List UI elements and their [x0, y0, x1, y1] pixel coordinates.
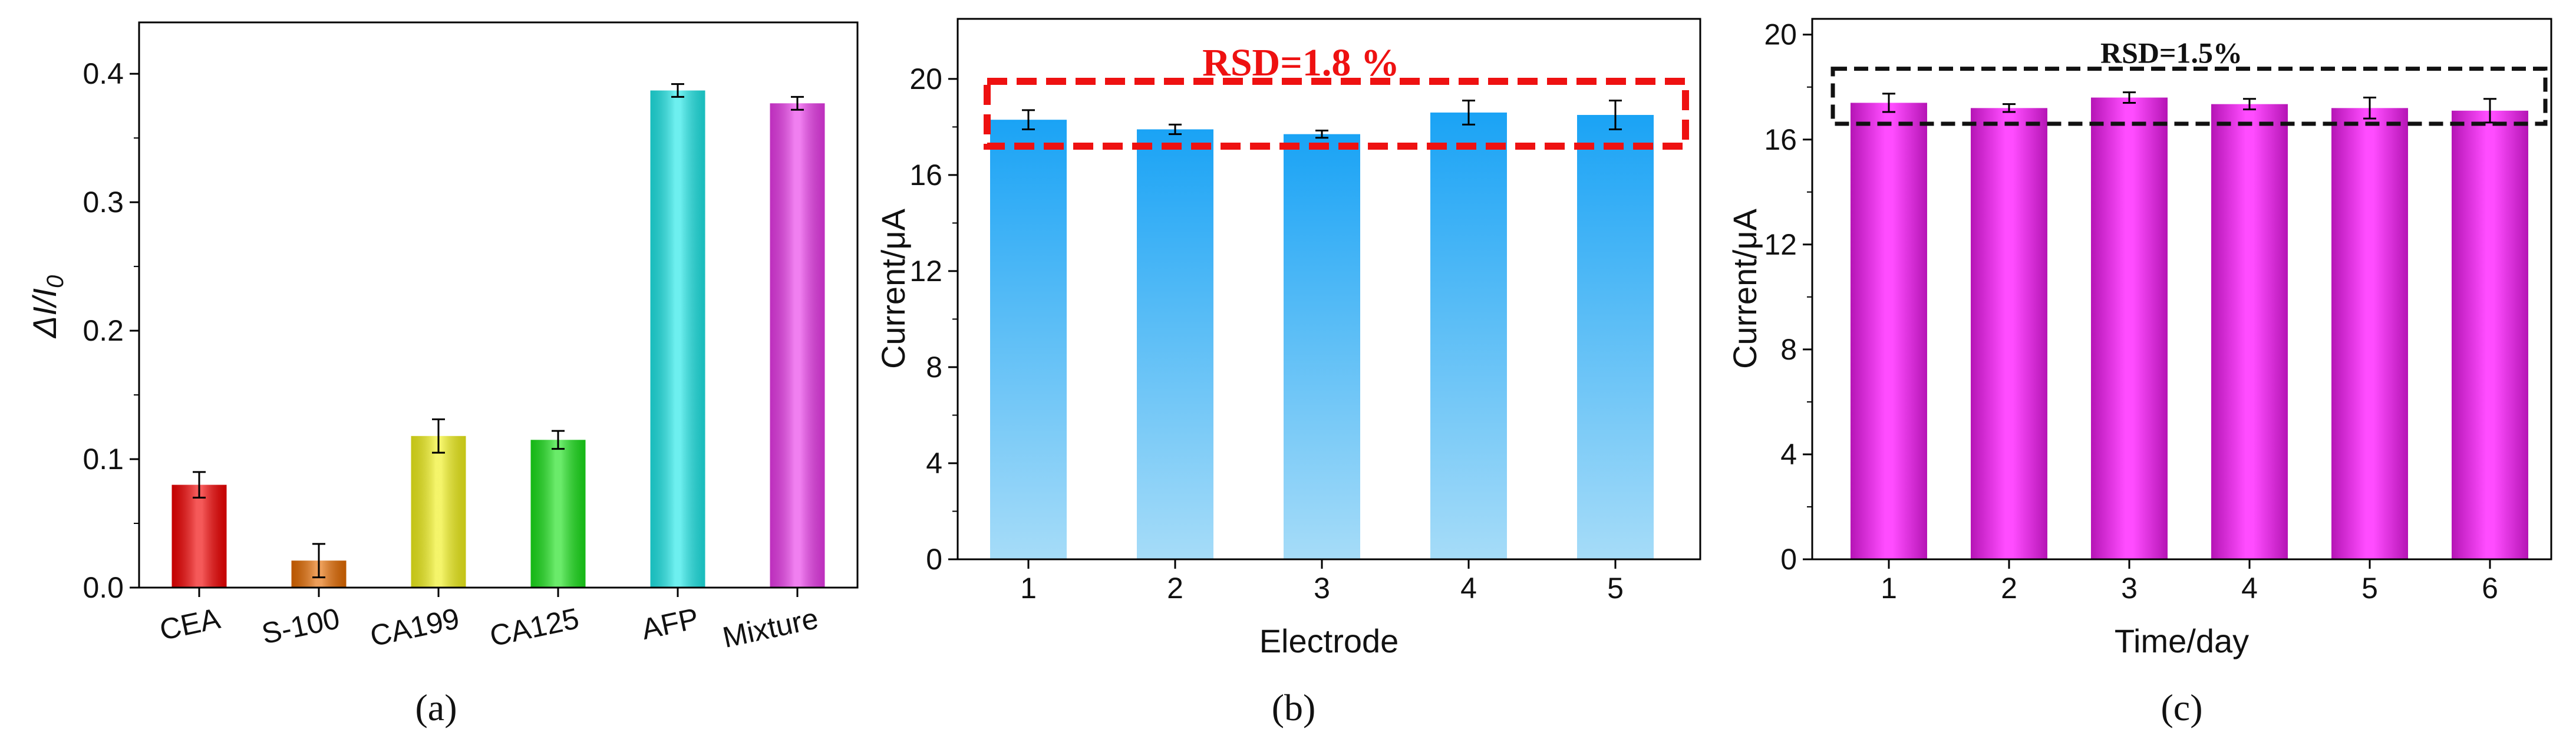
a-x-tick-label-5: AFP — [639, 602, 702, 646]
a-ylabel: ΔI/I0 — [26, 275, 68, 339]
a-x-tick-label-6: Mixture — [720, 602, 821, 654]
c-x-tick-label-6: 6 — [2482, 572, 2498, 605]
b-bar-1 — [990, 120, 1067, 559]
b-bars — [990, 112, 1654, 560]
b-y-ticks: 0 4 8 12 16 20 — [909, 62, 958, 576]
c-bar-5 — [2331, 108, 2408, 560]
c-y-tick-label-6: 20 — [1764, 18, 1797, 51]
c-x-tick-label-5: 5 — [2361, 572, 2378, 605]
c-xlabel: Time/day — [2115, 622, 2249, 659]
c-bar-6 — [2452, 110, 2528, 559]
c-bar-4 — [2211, 104, 2288, 559]
c-bars — [1851, 97, 2528, 560]
c-ylabel: Current/μA — [1726, 208, 1763, 369]
a-y-tick-label-2: 0.1 — [83, 443, 124, 476]
a-x-tick-label-1: CEA — [157, 602, 223, 647]
b-xlabel: Electrode — [1259, 622, 1399, 659]
a-y-tick-label-1: 0.0 — [83, 571, 124, 604]
b-plot-frame — [956, 18, 1701, 560]
c-x-tick-label-2: 2 — [2001, 572, 2017, 605]
a-x-tick-label-3: CA199 — [367, 602, 462, 653]
b-panel-label: (b) — [1272, 687, 1316, 728]
a-error-bars — [193, 83, 804, 579]
b-x-tick-label-5: 5 — [1607, 572, 1624, 605]
b-ylabel: Current/μA — [875, 208, 912, 369]
c-x-tick-label-1: 1 — [1881, 572, 1897, 605]
b-x-ticks: 1 2 3 4 5 — [1020, 559, 1624, 605]
a-bar-shading-6 — [770, 103, 825, 588]
c-bar-3 — [2091, 97, 2168, 559]
b-x-tick-label-1: 1 — [1020, 572, 1037, 605]
b-x-tick-label-3: 3 — [1314, 572, 1330, 605]
a-bar-shading-5 — [650, 90, 705, 588]
a-bars — [171, 90, 825, 588]
b-y-tick-label-6: 20 — [909, 62, 942, 95]
c-y-tick-label-1: 0 — [1780, 543, 1797, 576]
b-rsd-annotation: RSD=1.8 % — [1202, 41, 1400, 84]
a-bar-shading-4 — [530, 440, 586, 588]
b-bar-4 — [1430, 112, 1507, 560]
a-x-ticks: CEA S-100 CA199 CA125 AFP Mixture — [157, 588, 821, 654]
b-y-tick-label-1: 0 — [926, 543, 942, 576]
b-y-tick-label-3: 8 — [926, 351, 942, 384]
b-bar-3 — [1284, 134, 1360, 560]
c-y-tick-label-3: 8 — [1780, 333, 1797, 366]
c-bar-1 — [1851, 103, 1927, 560]
panel-a: 0.0 0.1 0.2 0.3 0.4 CEA S-100 CA199 CA125 AFP Mix… — [26, 21, 859, 728]
a-y-tick-label-5: 0.4 — [83, 57, 124, 90]
b-y-tick-label-2: 4 — [926, 447, 942, 480]
c-y-tick-label-4: 12 — [1764, 228, 1797, 261]
c-y-tick-label-5: 16 — [1764, 123, 1797, 156]
b-bar-5 — [1577, 115, 1654, 559]
b-x-tick-label-2: 2 — [1167, 572, 1183, 605]
a-y-ticks: 0.0 0.1 0.2 0.3 0.4 — [83, 57, 139, 604]
a-plot-frame — [138, 21, 859, 589]
c-bar-2 — [1971, 108, 2047, 560]
c-x-tick-label-4: 4 — [2241, 572, 2258, 605]
a-x-tick-label-2: S-100 — [259, 602, 342, 651]
a-x-tick-label-4: CA125 — [487, 602, 582, 653]
c-y-tick-label-2: 4 — [1780, 438, 1797, 471]
c-error-bars — [1882, 91, 2496, 124]
c-panel-label: (c) — [2161, 687, 2202, 728]
a-y-tick-label-3: 0.2 — [83, 314, 124, 347]
a-bar-shading-1 — [171, 484, 227, 588]
c-y-ticks: 0 4 8 12 16 20 — [1764, 18, 1812, 576]
c-rsd-annotation: RSD=1.5% — [2100, 37, 2242, 70]
b-x-tick-label-4: 4 — [1460, 572, 1477, 605]
b-bar-2 — [1137, 129, 1213, 559]
c-x-tick-label-3: 3 — [2121, 572, 2138, 605]
c-x-ticks: 1 2 3 4 5 6 — [1881, 559, 2498, 605]
a-y-tick-label-4: 0.3 — [83, 186, 124, 219]
b-y-tick-label-4: 12 — [909, 255, 942, 288]
a-bar-shading-3 — [411, 436, 466, 588]
b-y-tick-label-5: 16 — [909, 159, 942, 192]
c-rsd-box — [1830, 67, 2548, 126]
b-error-bars — [1022, 100, 1622, 139]
c-plot-frame — [1811, 18, 2552, 560]
a-panel-label: (a) — [415, 687, 457, 728]
